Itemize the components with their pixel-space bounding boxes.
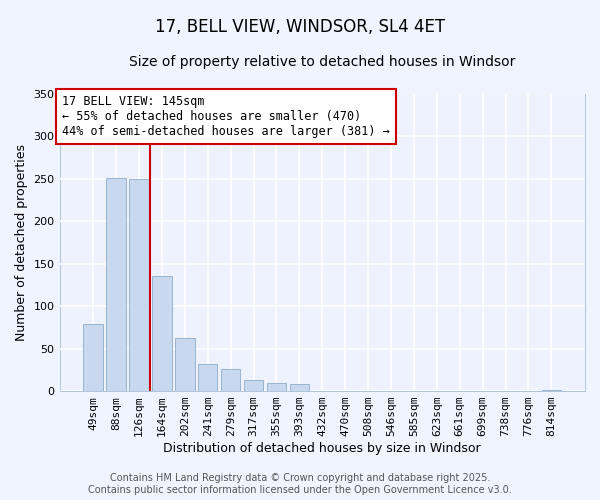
Bar bbox=[542, 390, 561, 391]
Text: 17, BELL VIEW, WINDSOR, SL4 4ET: 17, BELL VIEW, WINDSOR, SL4 4ET bbox=[155, 18, 445, 36]
Text: 17 BELL VIEW: 145sqm
← 55% of detached houses are smaller (470)
44% of semi-deta: 17 BELL VIEW: 145sqm ← 55% of detached h… bbox=[62, 96, 390, 138]
Bar bbox=[106, 178, 126, 391]
Bar bbox=[221, 369, 241, 391]
Title: Size of property relative to detached houses in Windsor: Size of property relative to detached ho… bbox=[129, 55, 515, 69]
Bar bbox=[267, 382, 286, 391]
X-axis label: Distribution of detached houses by size in Windsor: Distribution of detached houses by size … bbox=[163, 442, 481, 455]
Bar bbox=[290, 384, 309, 391]
Bar bbox=[83, 324, 103, 391]
Y-axis label: Number of detached properties: Number of detached properties bbox=[15, 144, 28, 341]
Bar bbox=[175, 338, 194, 391]
Bar bbox=[198, 364, 217, 391]
Bar bbox=[152, 276, 172, 391]
Text: Contains HM Land Registry data © Crown copyright and database right 2025.
Contai: Contains HM Land Registry data © Crown c… bbox=[88, 474, 512, 495]
Bar bbox=[129, 178, 149, 391]
Bar bbox=[244, 380, 263, 391]
